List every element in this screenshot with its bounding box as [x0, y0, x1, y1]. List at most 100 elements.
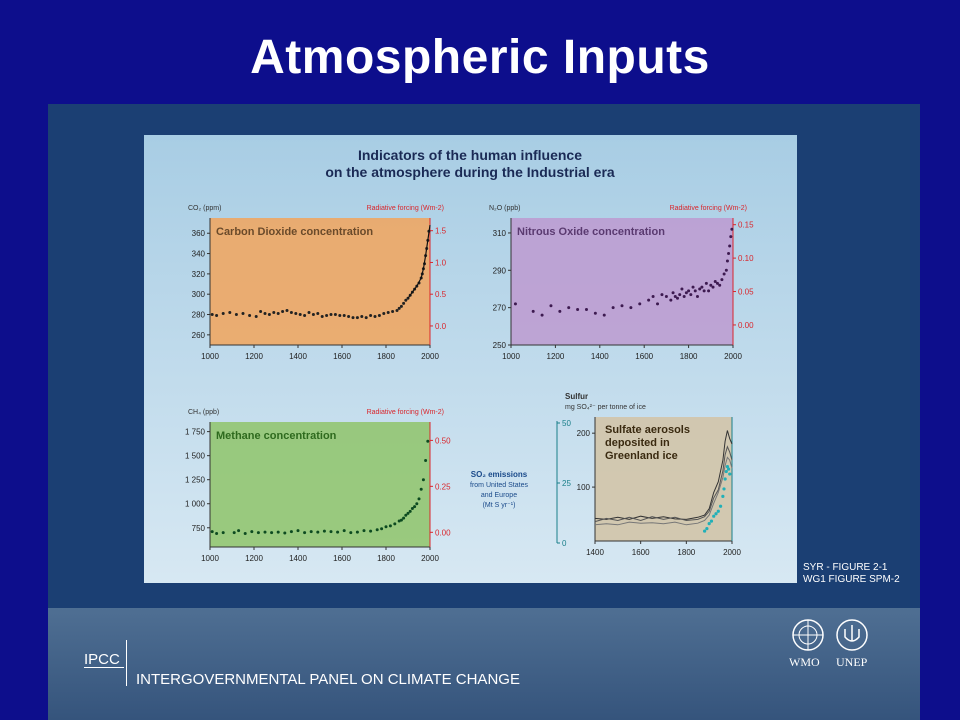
data-point: [678, 293, 682, 297]
footer-org-short: IPCC: [84, 651, 120, 668]
data-point: [237, 529, 241, 533]
so2-point: [724, 469, 728, 474]
data-point: [593, 311, 597, 315]
data-point: [384, 525, 388, 529]
y2-tick-label: 0.05: [738, 288, 754, 297]
data-point: [234, 313, 238, 317]
data-point: [729, 235, 733, 239]
data-point: [727, 251, 731, 255]
data-point: [369, 529, 373, 533]
y2-tick-label: 0.10: [738, 254, 754, 263]
data-point: [254, 315, 258, 319]
y2-tick-label: 50: [562, 419, 571, 428]
footer-divider: [84, 667, 124, 668]
data-point: [698, 287, 702, 291]
data-point: [283, 531, 287, 535]
x-tick-label: 1800: [680, 352, 698, 361]
data-point: [243, 532, 247, 536]
data-point: [671, 291, 675, 295]
so2-point: [712, 514, 716, 518]
data-point: [380, 527, 384, 531]
chart-title: Nitrous Oxide concentration: [517, 226, 665, 238]
data-point: [351, 316, 355, 320]
data-point: [272, 310, 276, 314]
data-point: [728, 244, 732, 248]
data-point: [660, 293, 664, 297]
y2-axis-label: Radiative forcing (Wm-2): [670, 205, 747, 212]
data-point: [702, 289, 706, 293]
data-point: [303, 531, 307, 535]
data-point: [316, 530, 320, 534]
x-tick-label: 1400: [289, 554, 307, 563]
data-point: [419, 487, 423, 491]
data-point: [386, 310, 390, 314]
y-tick-label: 100: [577, 483, 591, 492]
x-tick-label: 1000: [502, 352, 520, 361]
data-point: [700, 285, 704, 289]
y-axis-label-sub: mg SO₄²⁻ per tonne of ice: [565, 404, 646, 411]
data-point: [320, 315, 324, 319]
data-point: [347, 315, 351, 319]
data-point: [294, 312, 298, 316]
y2-tick-label: 0.00: [738, 321, 754, 330]
so2-point: [714, 512, 718, 516]
data-point: [722, 272, 726, 276]
y-tick-label: 280: [192, 311, 206, 320]
y-tick-label: 750: [192, 524, 206, 533]
data-point: [691, 285, 695, 289]
data-point: [402, 516, 406, 520]
chart-3: Methane concentration CH₄ (ppb) Radiative …: [185, 409, 451, 563]
y-tick-label: 340: [192, 250, 206, 259]
slide-title: Atmospheric Inputs: [250, 31, 710, 84]
y-tick-label: 320: [192, 270, 206, 279]
so2-point: [723, 477, 727, 481]
y2-tick-label: 0.5: [435, 290, 447, 299]
x-tick-label: 1400: [289, 352, 307, 361]
trend-line: [407, 225, 431, 299]
data-point: [210, 530, 214, 534]
data-point: [404, 513, 408, 517]
y-axis-label: N₂O (ppb): [489, 205, 521, 212]
x-tick-label: 2000: [421, 554, 439, 563]
chart-title-part: Greenland ice: [605, 450, 678, 462]
y-tick-label: 270: [493, 304, 507, 313]
y-tick-label: 310: [493, 229, 507, 238]
data-point: [336, 530, 340, 534]
y-tick-label: 1 000: [185, 500, 206, 509]
data-point: [228, 310, 232, 314]
data-point: [413, 505, 417, 509]
data-point: [393, 522, 397, 526]
data-point: [329, 530, 333, 534]
data-point: [256, 531, 260, 535]
data-point: [338, 314, 342, 318]
unep-logo-icon: [836, 619, 868, 651]
wmo-logo-icon: [792, 619, 824, 651]
data-point: [296, 529, 300, 533]
data-point: [369, 314, 373, 318]
x-tick-label: 1800: [377, 352, 395, 361]
y-tick-label: 290: [493, 266, 507, 275]
data-point: [360, 315, 364, 319]
data-point: [704, 281, 708, 285]
y2-tick-label: 0: [562, 539, 567, 548]
chart-title-part: Sulfate aerosols: [605, 424, 690, 436]
data-point: [267, 313, 271, 317]
wmo-logo-label: WMO: [789, 655, 820, 669]
figure: Indicators of the human influence on the…: [144, 135, 797, 583]
data-point: [730, 227, 734, 231]
data-point: [311, 313, 315, 317]
data-point: [689, 293, 693, 297]
y2-tick-label: 0.00: [435, 528, 451, 537]
data-point: [399, 304, 403, 308]
data-point: [391, 309, 395, 313]
data-point: [647, 298, 651, 302]
y2-tick-label: 0.25: [435, 482, 451, 491]
data-point: [406, 511, 410, 515]
data-point: [680, 287, 684, 291]
y-tick-label: 250: [493, 341, 507, 350]
so2-point: [725, 465, 730, 469]
y2-tick-label: 25: [562, 479, 571, 488]
chart-title: Carbon Dioxide concentration: [216, 226, 373, 238]
so2-point: [709, 519, 714, 523]
y2-tick-label: 0.15: [738, 221, 754, 230]
